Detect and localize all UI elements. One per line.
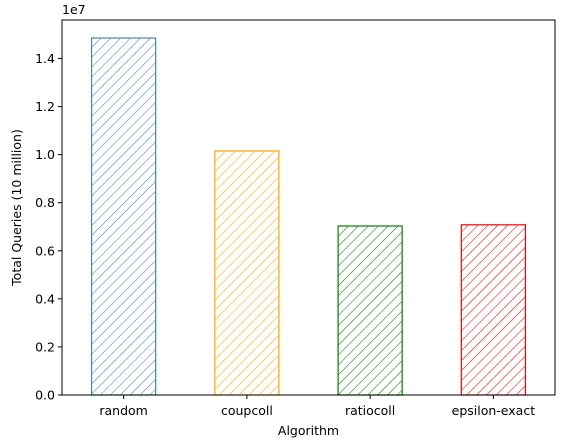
- bars-group: [92, 38, 526, 395]
- y-tick-label: 0.4: [35, 291, 55, 306]
- y-offset-label: 1e7: [62, 2, 86, 17]
- y-tick-label: 0.2: [35, 339, 55, 354]
- y-tick-label: 1.2: [35, 99, 55, 114]
- y-tick-label: 0.8: [35, 195, 55, 210]
- bar-coupcoll: [215, 151, 279, 395]
- x-tick-label: random: [99, 403, 147, 418]
- x-axis-label: Algorithm: [278, 423, 339, 438]
- y-tick-label: 1.0: [35, 147, 55, 162]
- bar-ratiocoll: [338, 226, 402, 395]
- y-tick-label: 0.6: [35, 243, 55, 258]
- x-tick-label: coupcoll: [221, 403, 273, 418]
- y-tick-label: 0.0: [35, 388, 55, 403]
- x-tick-label: ratiocoll: [345, 403, 395, 418]
- x-axis: random coupcoll ratiocoll epsilon-exact: [99, 395, 535, 418]
- y-axis: 0.0 0.2 0.4 0.6 0.8 1.0 1.2 1.4: [35, 51, 62, 403]
- y-tick-label: 1.4: [35, 51, 55, 66]
- y-axis-label: Total Queries (10 million): [9, 129, 24, 287]
- bar-epsilon-exact: [461, 225, 525, 395]
- bar-random: [92, 38, 156, 395]
- x-tick-label: epsilon-exact: [452, 403, 536, 418]
